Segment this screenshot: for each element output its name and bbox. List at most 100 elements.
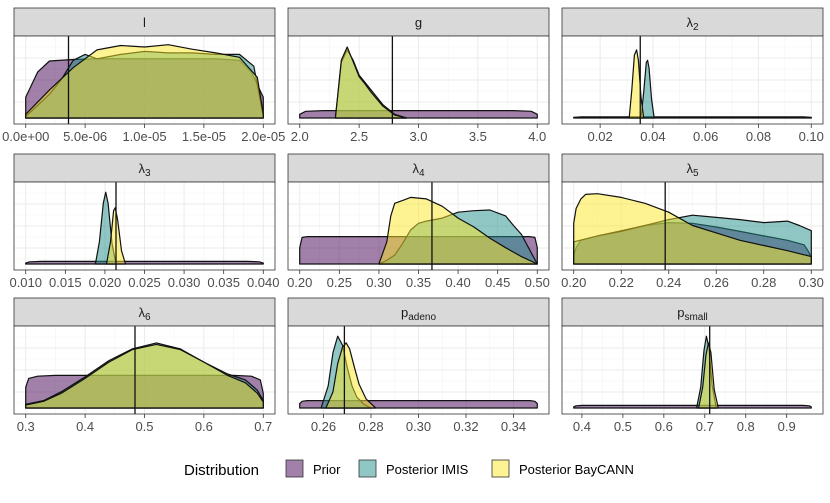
density-posterior-imis-2 bbox=[640, 59, 655, 119]
x-tick-label: 0.40 bbox=[445, 275, 470, 290]
x-tick-label: 3.0 bbox=[409, 129, 427, 144]
strip-label-l: l bbox=[143, 15, 146, 30]
x-tick-label: 3.5 bbox=[469, 129, 487, 144]
panel-6: λ6 0.3 0.4 0.5 0.6 0.7 bbox=[13, 297, 276, 434]
x-tick-label: 0.30 bbox=[366, 275, 391, 290]
legend-key-posterior-imis bbox=[358, 459, 377, 478]
x-tick-label: 0.8 bbox=[737, 419, 755, 434]
panel-4: λ4 0.20 0.25 0.30 0.35 0.40 0.45 0.50 bbox=[287, 153, 550, 290]
x-tick-label: 0.020 bbox=[89, 275, 122, 290]
x-tick-label: 0.30 bbox=[406, 419, 431, 434]
x-tick-label: 0.6 bbox=[195, 419, 213, 434]
strip-label-4: λ4 bbox=[412, 161, 425, 179]
panel-psmall: psmall 0.4 0.5 0.6 0.7 0.8 0.9 bbox=[561, 297, 824, 434]
x-tick-label: 0.22 bbox=[609, 275, 634, 290]
x-tick-label: 0.5 bbox=[135, 419, 153, 434]
x-tick-label: 0.04 bbox=[640, 129, 665, 144]
x-tick-label: 0.3 bbox=[17, 419, 35, 434]
strip-label-g: g bbox=[415, 15, 422, 30]
x-tick-label: 0.030 bbox=[168, 275, 201, 290]
legend-label-posterior-baycann: Posterior BayCANN bbox=[519, 462, 634, 477]
x-tick-label: 2.0 bbox=[291, 129, 309, 144]
panel-border-2 bbox=[561, 35, 824, 125]
density-posterior-baycann-6 bbox=[25, 343, 264, 409]
strip-3 bbox=[13, 153, 276, 183]
legend-label-prior: Prior bbox=[313, 462, 341, 477]
x-tick-label: 5.0e-06 bbox=[63, 129, 107, 144]
x-tick-label: 0.20 bbox=[561, 275, 586, 290]
x-tick-label: 0.25 bbox=[327, 275, 352, 290]
strip-label-2: λ2 bbox=[686, 15, 699, 33]
density-posterior-baycann-4 bbox=[378, 196, 538, 265]
x-tick-label: 0.24 bbox=[656, 275, 681, 290]
strip-label-padeno: padeno bbox=[401, 305, 436, 323]
x-tick-label: 0.26 bbox=[704, 275, 729, 290]
x-tick-label: 0.7 bbox=[254, 419, 272, 434]
x-tick-label: 0.040 bbox=[247, 275, 280, 290]
density-posterior-baycann-5 bbox=[573, 193, 812, 265]
x-tick-label: 0.0e+00 bbox=[2, 129, 49, 144]
density-prior-3 bbox=[25, 260, 264, 265]
legend: Distribution Prior Posterior IMIS Poster… bbox=[184, 459, 634, 479]
panel-padeno: padeno 0.26 0.28 0.30 0.32 0.34 bbox=[287, 297, 550, 434]
panel-2: λ2 0.02 0.04 0.06 0.08 0.10 bbox=[561, 7, 824, 144]
panel-border-psmall bbox=[561, 325, 824, 415]
x-tick-label: 0.32 bbox=[453, 419, 478, 434]
x-tick-label: 0.010 bbox=[9, 275, 42, 290]
x-tick-label: 0.34 bbox=[501, 419, 526, 434]
x-tick-label: 2.0e-05 bbox=[241, 129, 285, 144]
x-tick-label: 0.6 bbox=[655, 419, 673, 434]
strip-2 bbox=[561, 7, 824, 37]
panel-3: λ3 0.010 0.015 0.020 0.025 0.030 0.035 0.040 bbox=[9, 153, 280, 290]
strip-padeno bbox=[287, 297, 550, 327]
x-tick-label: 0.7 bbox=[696, 419, 714, 434]
density-posterior-baycann-g bbox=[334, 46, 408, 119]
x-tick-label: 0.10 bbox=[799, 129, 824, 144]
facet-panels: l 0.0e+00 5.0e-06 1.0e-05 1.5e-05 2.0e-05 g 2.0… bbox=[2, 7, 824, 434]
density-prior-psmall bbox=[573, 404, 812, 409]
legend-title: Distribution bbox=[184, 462, 259, 479]
x-tick-label: 0.06 bbox=[693, 129, 718, 144]
strip-label-3: λ3 bbox=[138, 161, 151, 179]
x-tick-label: 0.025 bbox=[128, 275, 161, 290]
panel-5: λ5 0.20 0.22 0.24 0.26 0.28 0.30 bbox=[561, 153, 824, 290]
x-tick-label: 0.26 bbox=[311, 419, 336, 434]
x-tick-label: 0.30 bbox=[799, 275, 824, 290]
x-tick-label: 0.015 bbox=[49, 275, 82, 290]
x-tick-label: 0.28 bbox=[358, 419, 383, 434]
density-prior-2 bbox=[573, 116, 812, 119]
x-tick-label: 0.45 bbox=[485, 275, 510, 290]
strip-4 bbox=[287, 153, 550, 183]
density-posterior-baycann-padeno bbox=[325, 342, 377, 409]
panel-border-5 bbox=[561, 181, 824, 271]
x-tick-label: 0.50 bbox=[525, 275, 550, 290]
x-tick-label: 1.0e-05 bbox=[122, 129, 166, 144]
x-tick-label: 1.5e-05 bbox=[182, 129, 226, 144]
legend-key-posterior-baycann bbox=[491, 459, 510, 478]
x-tick-label: 0.4 bbox=[76, 419, 94, 434]
strip-label-5: λ5 bbox=[686, 161, 699, 179]
x-tick-label: 0.02 bbox=[587, 129, 612, 144]
strip-6 bbox=[13, 297, 276, 327]
x-tick-label: 0.08 bbox=[746, 129, 771, 144]
x-tick-label: 0.20 bbox=[287, 275, 312, 290]
x-tick-label: 0.28 bbox=[751, 275, 776, 290]
strip-label-psmall: psmall bbox=[677, 305, 708, 323]
strip-g bbox=[287, 7, 550, 37]
strip-l bbox=[13, 7, 276, 37]
x-tick-label: 0.35 bbox=[406, 275, 431, 290]
panel-l: l 0.0e+00 5.0e-06 1.0e-05 1.5e-05 2.0e-05 bbox=[2, 7, 285, 144]
legend-label-posterior-imis: Posterior IMIS bbox=[386, 462, 469, 477]
x-tick-label: 4.0 bbox=[528, 129, 546, 144]
x-tick-label: 0.5 bbox=[614, 419, 632, 434]
strip-5 bbox=[561, 153, 824, 183]
x-tick-label: 0.035 bbox=[207, 275, 240, 290]
x-tick-label: 2.5 bbox=[350, 129, 368, 144]
panel-g: g 2.0 2.5 3.0 3.5 4.0 bbox=[287, 7, 550, 144]
legend-key-prior bbox=[285, 459, 304, 478]
density-posterior-baycann-l bbox=[25, 44, 264, 119]
x-tick-label: 0.9 bbox=[778, 419, 796, 434]
strip-label-6: λ6 bbox=[138, 305, 151, 323]
x-tick-label: 0.4 bbox=[573, 419, 591, 434]
